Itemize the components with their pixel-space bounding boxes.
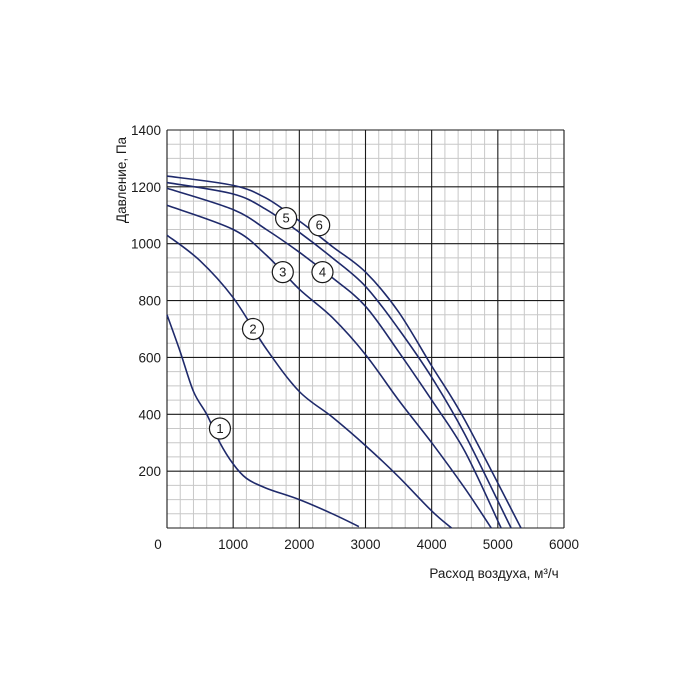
x-tick-label: 4000: [417, 537, 447, 552]
curve-marker-5: 5: [275, 207, 298, 230]
x-tick-label: 0: [154, 537, 162, 552]
curve-markers: 1 2 3 4 5 6: [208, 207, 334, 440]
curve-marker-6: 6: [308, 214, 331, 237]
marker-label: 4: [319, 265, 326, 280]
marker-circle: [208, 417, 232, 440]
y-axis-title: Давление, Па: [114, 136, 129, 223]
y-tick-label: 600: [138, 350, 161, 365]
series-line-1: [166, 314, 360, 528]
curve-marker-2: 2: [241, 317, 265, 341]
y-tick-label: 800: [138, 294, 161, 309]
series-line-4: [166, 187, 502, 529]
x-tick-labels: 0 1000 2000 3000 4000 5000 6000: [154, 537, 579, 552]
major-grid: [166, 129, 565, 529]
y-tick-label: 1200: [131, 180, 161, 195]
marker-label: 1: [216, 421, 223, 436]
curve-marker-1: 1: [208, 417, 232, 440]
curve-marker-4: 4: [311, 261, 334, 284]
curves: [166, 175, 522, 529]
marker-circle: [275, 207, 298, 230]
x-tick-label: 1000: [218, 537, 248, 552]
series-line-2: [166, 234, 453, 529]
marker-label: 6: [316, 218, 323, 233]
marker-label: 3: [279, 265, 286, 280]
y-tick-label: 400: [138, 407, 161, 422]
series-line-6: [166, 175, 522, 529]
x-axis-title: Расход воздуха, м³/ч: [429, 566, 558, 581]
marker-circle: [311, 261, 334, 284]
marker-circle: [308, 214, 331, 237]
marker-label: 5: [282, 211, 289, 226]
y-tick-label: 200: [138, 464, 161, 479]
x-tick-label: 6000: [549, 537, 579, 552]
marker-circle: [241, 317, 265, 341]
series-line-5: [166, 181, 512, 529]
y-tick-label: 1400: [131, 123, 161, 138]
y-tick-label: 1000: [131, 237, 161, 252]
x-tick-label: 5000: [483, 537, 513, 552]
y-tick-labels: 200 400 600 800 1000 1200 1400: [131, 123, 161, 479]
marker-label: 2: [249, 322, 256, 337]
series-line-3: [166, 204, 492, 529]
x-tick-label: 2000: [284, 537, 314, 552]
curve-marker-3: 3: [271, 261, 294, 284]
x-tick-label: 3000: [350, 537, 380, 552]
marker-circle: [271, 261, 294, 284]
